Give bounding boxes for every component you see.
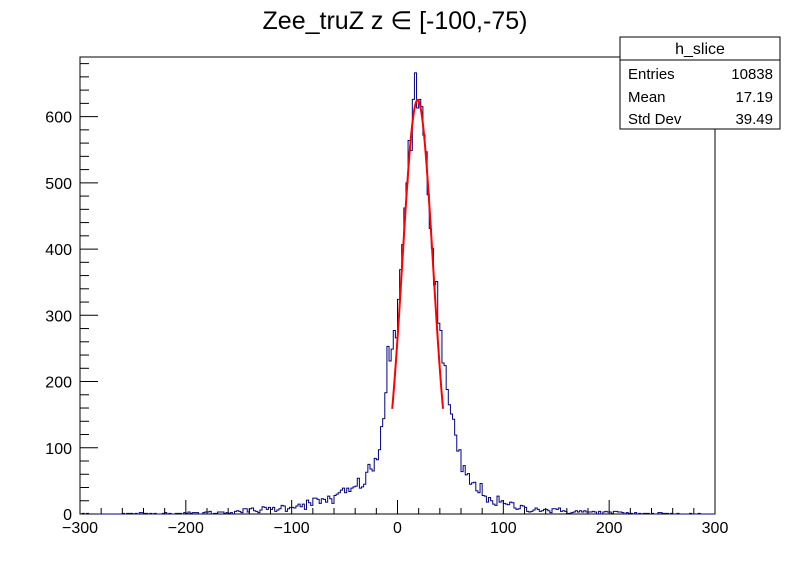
fit-curve <box>391 98 445 409</box>
x-tick-label: −300 <box>62 520 98 537</box>
x-tick-label: −100 <box>274 520 310 537</box>
axis-layer: −300 −200 −100 0 100 200 300 0 100 200 300 400 500 60… <box>45 63 729 537</box>
stats-entries-label: Entries <box>628 66 675 83</box>
y-tick-label: 600 <box>45 110 72 127</box>
fit-curve-layer <box>391 98 445 409</box>
y-tick-label: 0 <box>63 507 72 524</box>
stats-mean-value: 17.19 <box>735 89 773 106</box>
x-tick-label: 200 <box>596 520 623 537</box>
stats-box-title: h_slice <box>675 41 725 58</box>
histogram-series <box>80 72 715 515</box>
stats-stddev-label: Std Dev <box>628 111 682 128</box>
y-tick-label: 500 <box>45 176 72 193</box>
stats-box: h_slice Entries 10838 Mean 17.19 Std Dev… <box>619 36 781 130</box>
y-tick-label: 400 <box>45 242 72 259</box>
chart-title: Zee_truZ z ∈ [-100,-75) <box>263 7 528 35</box>
stats-entries-value: 10838 <box>731 66 773 83</box>
y-tick-label: 300 <box>45 308 72 325</box>
y-tick-label: 100 <box>45 441 72 458</box>
x-tick-label: 100 <box>490 520 517 537</box>
stats-box-frame <box>619 36 781 130</box>
x-tick-label: 0 <box>393 520 402 537</box>
y-tick-label: 200 <box>45 375 72 392</box>
histogram-layer <box>80 72 715 515</box>
stats-stddev-value: 39.49 <box>735 111 773 128</box>
stats-mean-label: Mean <box>628 89 666 106</box>
x-tick-label: 300 <box>702 520 729 537</box>
x-tick-label: −200 <box>168 520 204 537</box>
